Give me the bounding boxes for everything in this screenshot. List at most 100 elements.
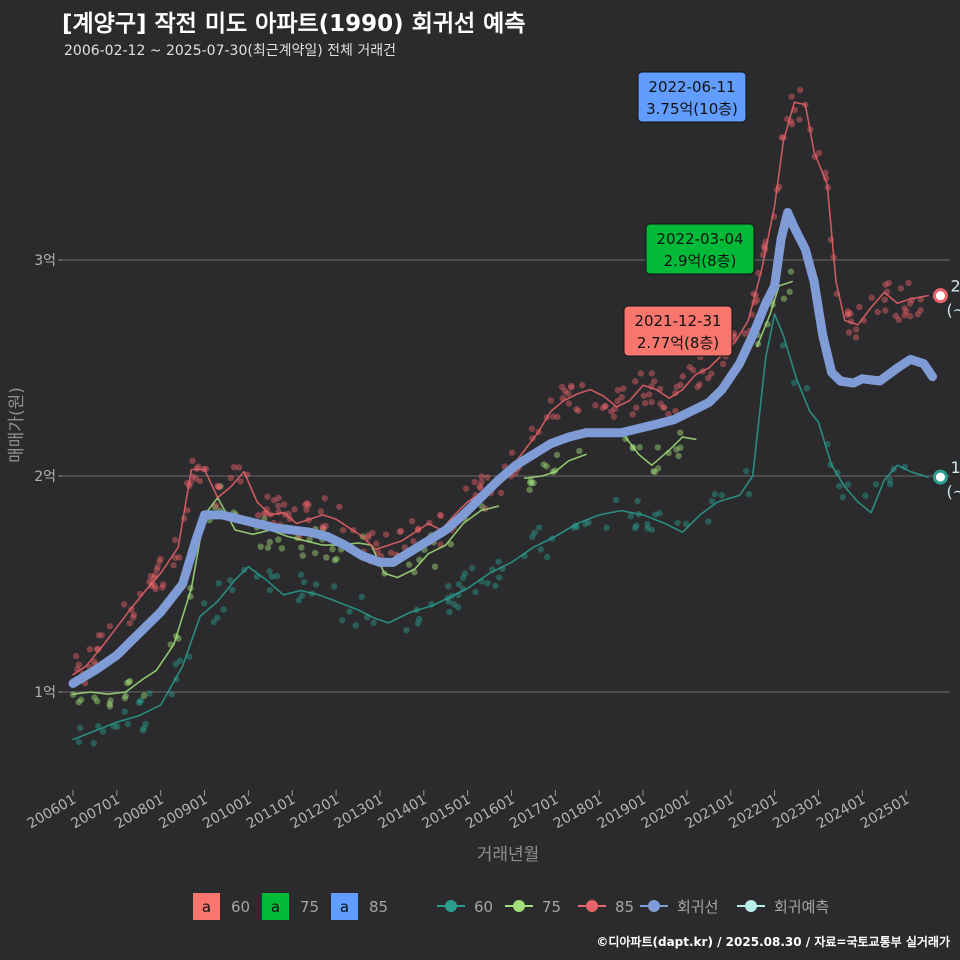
annotation-price: 2.9억(8층) [664,252,737,270]
scatter-point-85 [845,329,853,336]
scatter-point-60 [75,738,83,746]
scatter-point-85 [903,308,910,315]
scatter-point-60 [298,592,306,599]
scatter-point-75d [787,268,795,275]
x-tick-label: 200601 [25,792,79,833]
scatter-point-75b [576,447,583,455]
scatter-point-75 [278,545,286,552]
scatter-point-85 [476,482,483,490]
scatter-point-85 [255,512,262,519]
scatter-point-75 [217,483,224,490]
y-tick-label: 1억 [34,685,56,701]
scatter-point-60 [469,564,476,572]
scatter-point-85 [719,360,727,368]
scatter-point-85 [868,294,875,301]
scatter-point-85 [126,619,133,627]
scatter-point-60 [472,588,479,596]
scatter-point-85 [844,307,852,315]
scatter-point-60 [682,520,690,528]
scatter-point-75 [75,699,82,706]
scatter-point-75 [107,697,114,704]
x-tick-label: 201001 [200,792,254,833]
scatter-point-60 [631,524,639,532]
scatter-point-85 [215,483,223,491]
scatter-point-85 [106,623,114,630]
scatter-point-75 [140,692,148,699]
scatter-point-85 [86,646,94,653]
annotation-date: 2022-03-04 [656,230,743,248]
scatter-point-85 [554,413,561,421]
scatter-point-85 [462,485,470,492]
scatter-point-85 [196,477,204,485]
scatter-point-85 [648,370,655,377]
scatter-point-85 [98,632,105,639]
scatter-point-85 [917,307,924,314]
scatter-point-60 [705,518,712,525]
scatter-point-85 [189,457,196,465]
prediction-markers: 28,350 (~85㎡) 19,950 (~60㎡) [932,277,960,501]
scatter-point-85 [170,562,177,569]
scatter-point-85 [914,311,921,318]
scatter-point-85 [578,381,586,389]
scatter-point-85 [317,508,324,515]
scatter-point-60 [745,490,753,498]
scatter-point-60 [268,573,276,580]
scatter-point-60 [416,615,423,623]
scatter-point-75 [106,703,114,710]
scatter-point-60 [220,606,227,613]
scatter-point-85 [151,571,159,579]
scatter-point-75c [651,468,659,476]
scatter-point-75b [528,480,535,487]
scatter-point-85 [565,400,572,407]
scatter-point-85 [660,404,667,411]
scatter-point-85 [874,308,881,316]
scatter-point-60 [76,724,84,732]
scatter-point-85 [592,402,599,409]
prediction-value-85: 28,350 [950,277,960,296]
scatter-point-75 [478,503,486,510]
scatter-point-60 [227,577,234,584]
scatter-point-60 [582,520,589,528]
scatter-point-85 [214,482,221,489]
scatter-point-85 [730,334,738,341]
x-axis-ticks: 2006012007012008012009012010012011012012… [25,790,912,832]
scatter-point-85 [478,473,485,480]
scatter-point-85 [788,93,795,100]
annotation-date: 2021-12-31 [634,312,721,330]
scatter-point-60 [210,618,217,626]
scatter-point-60 [339,617,346,624]
scatter-point-60 [124,720,131,728]
scatter-point-85 [497,489,505,497]
annotation-label-2022-06-11: 2022-06-11 3.75억(10층) [637,71,747,123]
scatter-point-85 [852,326,860,333]
scatter-point-85 [157,555,164,563]
scatter-point-85 [633,404,640,411]
legend-label-line-1: 75 [542,898,561,916]
scatter-point-75c [675,452,682,460]
x-tick-label: 201401 [375,792,429,833]
scatter-point-60 [839,493,846,501]
scatter-point-85 [478,478,485,486]
scatter-point-60 [648,526,655,533]
scatter-point-60 [742,468,750,475]
scatter-point-60 [886,476,893,484]
annotation-label-2022-03-04: 2022-03-04 2.9억(8층) [645,223,755,275]
scatter-point-85 [677,381,684,389]
scatter-point-85 [564,390,572,397]
scatter-point-85 [195,463,202,470]
scatter-point-60 [90,740,98,747]
scatter-point-75d [786,288,793,295]
x-tick-label: 202301 [770,792,824,833]
scatter-point-60 [201,600,208,607]
scatter-point-85 [568,382,575,390]
y-axis-title: 매매가(원) [7,387,27,463]
scatter-point-85 [885,279,892,287]
scatter-point-60 [484,580,491,587]
scatter-point-85 [573,406,580,413]
scatter-point-60 [273,572,281,580]
x-axis-title: 거래년월 [477,845,540,865]
scatter-point-85 [471,478,478,486]
scatter-point-60 [718,492,726,499]
scatter-point-60 [297,571,305,578]
